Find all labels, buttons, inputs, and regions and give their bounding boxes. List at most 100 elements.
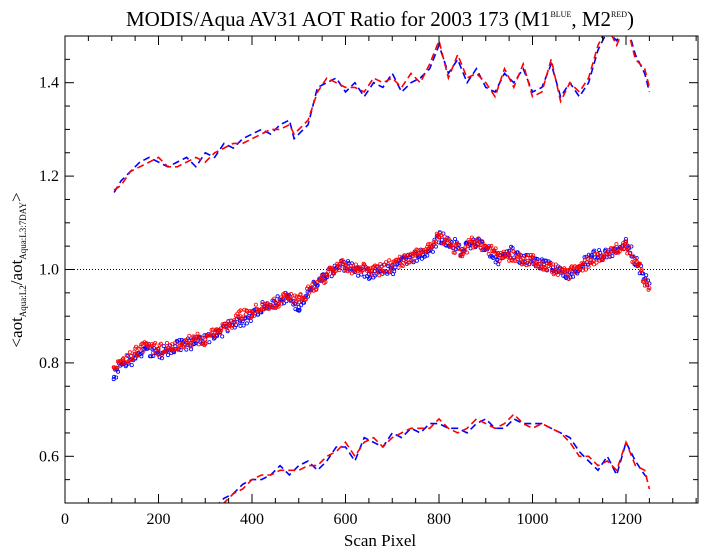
data-point-red	[390, 262, 395, 267]
data-point-red	[402, 253, 407, 258]
data-point-red	[137, 346, 142, 351]
data-point-red	[592, 262, 597, 267]
data-point-red	[540, 259, 545, 264]
data-point-red	[621, 247, 626, 252]
data-point-red	[181, 345, 186, 350]
data-point-red	[483, 244, 488, 249]
data-point-red	[534, 260, 539, 265]
data-point-red	[409, 251, 414, 256]
data-point-red	[362, 262, 367, 267]
data-point-red	[179, 342, 184, 347]
data-point-blue	[305, 294, 310, 299]
data-point-red	[375, 264, 380, 269]
data-point-red	[441, 241, 446, 246]
series-line-blue-4	[218, 417, 650, 503]
data-point-red	[396, 265, 401, 270]
chart-title-middle: , M2	[571, 7, 611, 31]
data-point-red	[238, 308, 243, 313]
data-point-red	[511, 249, 516, 254]
data-point-red	[619, 246, 624, 251]
data-point-blue	[641, 271, 646, 276]
data-point-blue	[647, 281, 652, 286]
data-point-red	[642, 283, 647, 288]
data-point-red	[557, 266, 562, 271]
data-point-blue	[293, 307, 298, 312]
data-point-red	[376, 268, 381, 273]
data-point-red	[476, 236, 481, 241]
data-point-red	[127, 350, 132, 355]
data-point-blue	[151, 353, 156, 358]
data-point-red	[553, 267, 558, 272]
data-point-red	[133, 346, 138, 351]
data-point-red	[343, 268, 348, 273]
data-point-red	[450, 246, 455, 251]
data-point-blue	[211, 336, 216, 341]
data-point-red	[433, 239, 438, 244]
data-point-blue	[452, 236, 457, 241]
data-point-red	[162, 349, 167, 354]
data-point-red	[623, 239, 628, 244]
y-tick-label: 1.0	[39, 262, 59, 279]
data-point-red	[245, 309, 250, 314]
data-point-red	[522, 259, 527, 264]
data-point-red	[608, 252, 613, 257]
data-point-red	[624, 244, 629, 249]
data-point-red	[516, 253, 521, 258]
data-point-red	[247, 308, 252, 313]
data-point-red	[278, 295, 283, 300]
data-point-red	[531, 253, 536, 258]
data-point-red	[123, 360, 128, 365]
data-point-blue	[646, 278, 651, 283]
data-point-red	[457, 247, 462, 252]
data-point-red	[133, 344, 138, 349]
data-point-red	[337, 268, 342, 273]
data-point-red	[191, 337, 196, 342]
data-point-red	[401, 258, 406, 263]
data-point-blue	[623, 236, 628, 241]
data-point-red	[348, 263, 353, 268]
data-point-red	[588, 258, 593, 263]
x-tick-label: 200	[147, 511, 171, 528]
data-point-red	[133, 351, 138, 356]
data-point-red	[337, 264, 342, 269]
data-point-blue	[133, 356, 138, 361]
data-point-red	[345, 269, 350, 274]
data-point-blue	[425, 253, 430, 258]
data-point-blue	[329, 274, 334, 279]
data-point-red	[303, 297, 308, 302]
y-axis-label-suffix: >	[7, 192, 26, 202]
data-point-blue	[114, 375, 119, 380]
y-axis-label: <aotAqua:L2/aotAqua:L3:7DAY>	[7, 192, 28, 347]
data-point-red	[236, 314, 241, 319]
data-point-blue	[629, 244, 634, 249]
data-point-red	[596, 252, 601, 257]
data-point-red	[189, 344, 194, 349]
data-point-red	[423, 249, 428, 254]
data-point-red	[565, 272, 570, 277]
data-point-red	[561, 270, 566, 275]
data-point-red	[340, 258, 345, 263]
data-point-blue	[177, 337, 182, 342]
data-point-red	[343, 262, 348, 267]
data-point-red	[307, 290, 312, 295]
data-point-red	[358, 265, 363, 270]
data-point-red	[325, 273, 330, 278]
data-point-red	[486, 251, 491, 256]
data-point-red	[579, 261, 584, 266]
data-point-red	[591, 258, 596, 263]
y-tick-label: 1.4	[39, 75, 59, 92]
data-point-blue	[129, 363, 134, 368]
data-point-red	[331, 267, 336, 272]
data-point-red	[253, 302, 258, 307]
data-point-red	[148, 345, 153, 350]
data-point-red	[355, 269, 360, 274]
data-point-red	[538, 261, 543, 266]
data-point-red	[378, 267, 383, 272]
data-point-red	[226, 319, 231, 324]
data-point-red	[428, 245, 433, 250]
data-point-red	[408, 255, 413, 260]
data-point-red	[430, 244, 435, 249]
data-point-blue	[284, 299, 289, 304]
data-point-red	[386, 262, 391, 267]
data-point-red	[252, 313, 257, 318]
